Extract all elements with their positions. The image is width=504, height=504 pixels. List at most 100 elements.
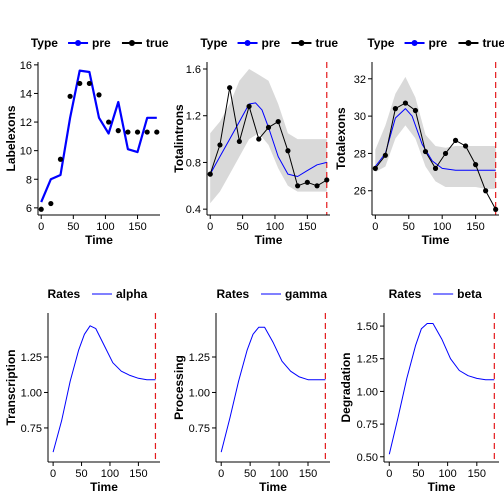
chart-panel-2: Type pre true 0 50 100 150 0.4 0.8 1.2 1.6 Time Tota… — [172, 36, 338, 247]
data-point-true — [304, 179, 310, 185]
x-tick-label: 50 — [67, 221, 79, 233]
y-tick-label: 8 — [26, 174, 32, 186]
y-tick-label: 28 — [354, 148, 366, 160]
x-tick-label: 100 — [101, 468, 119, 480]
x-tick-label: 0 — [372, 221, 378, 233]
x-tick-label: 100 — [266, 221, 284, 233]
x-tick-label: 0 — [50, 468, 56, 480]
series-line-beta — [388, 323, 495, 455]
legend-label: beta — [457, 287, 482, 301]
legend-entry-true: true — [291, 36, 338, 50]
y-tick-label: 1.25 — [357, 354, 378, 366]
chart-panel-1: Type pre true 0 50 100 150 6 8 10 12 14 16 Time Labele… — [4, 36, 169, 247]
data-point-true — [324, 177, 330, 183]
legend-entry-beta: beta — [433, 287, 482, 301]
legend-label: alpha — [116, 287, 148, 301]
y-tick-label: 26 — [354, 186, 366, 198]
legend-label: true — [146, 36, 169, 50]
y-tick-label: 0.4 — [186, 204, 201, 216]
legend-label: pre — [429, 36, 448, 50]
y-tick-label: 1.25 — [21, 352, 42, 364]
data-point-true — [442, 150, 449, 157]
y-tick-label: 0.50 — [357, 452, 378, 464]
series-gamma — [220, 326, 326, 453]
legend-entry-true: true — [121, 36, 169, 50]
data-point-true — [452, 137, 459, 143]
x-axis-title: Time — [85, 233, 113, 247]
y-axis-title: Labelexons — [4, 105, 18, 171]
y-tick-label: 30 — [354, 111, 366, 123]
legend-entry-gamma: gamma — [261, 287, 327, 301]
data-point-true — [77, 80, 83, 87]
series-alpha — [52, 325, 156, 453]
legend-label: pre — [262, 36, 281, 50]
y-tick-label: 0.75 — [189, 423, 210, 435]
series-line-gamma — [220, 326, 326, 453]
data-point-true — [392, 106, 398, 112]
x-axis-title: Time — [428, 480, 456, 494]
y-axis-title: Totalintrons — [172, 104, 186, 173]
confidence-ribbon — [375, 76, 496, 189]
data-point-true — [134, 129, 141, 135]
data-point-true — [67, 93, 73, 99]
data-point-true — [432, 165, 439, 171]
data-point-true — [236, 138, 242, 145]
legend: Type pre true — [200, 36, 338, 50]
series-pre — [209, 102, 327, 177]
y-tick-label: 0.8 — [186, 157, 201, 169]
data-point-true — [402, 100, 409, 106]
x-axis-title: Time — [259, 480, 287, 494]
y-tick-label: 1.00 — [357, 386, 378, 398]
legend-entry-pre: pre — [68, 36, 111, 50]
data-point-true — [115, 128, 121, 134]
legend-label: true — [315, 36, 338, 50]
x-tick-label: 0 — [386, 468, 392, 480]
x-tick-label: 100 — [96, 221, 114, 233]
legend-entry-true: true — [458, 36, 504, 50]
legend: Type pre true — [31, 36, 169, 50]
x-tick-label: 150 — [128, 221, 146, 233]
series-pre — [40, 69, 157, 203]
legend: Type pre true — [367, 36, 504, 50]
legend-title: Rates — [48, 287, 81, 301]
data-point-true — [483, 188, 489, 194]
data-point-true — [246, 103, 252, 109]
data-point-true — [412, 107, 419, 114]
legend: Rates alpha — [48, 287, 148, 301]
x-tick-label: 50 — [412, 468, 424, 480]
y-axis-title: Totalexons — [334, 107, 348, 170]
y-tick-label: 0.75 — [357, 419, 378, 431]
legend-title: Type — [31, 36, 58, 50]
legend-key-point — [128, 40, 135, 46]
data-point-true — [57, 156, 64, 162]
data-point-true — [154, 129, 160, 135]
series-beta — [388, 323, 495, 455]
y-tick-label: 6 — [26, 203, 32, 215]
legend-label: pre — [92, 36, 111, 50]
x-tick-label: 0 — [38, 221, 44, 233]
data-point-true — [422, 148, 429, 155]
x-tick-label: 0 — [218, 468, 224, 480]
x-tick-label: 0 — [207, 221, 213, 233]
y-axis-title: Transcription — [4, 349, 18, 425]
y-axis-title: Degradation — [339, 352, 353, 422]
y-tick-label: 1.50 — [357, 321, 378, 333]
x-tick-label: 150 — [298, 221, 316, 233]
x-tick-label: 50 — [403, 221, 415, 233]
data-point-true — [382, 152, 388, 158]
x-axis-title: Time — [90, 480, 118, 494]
series-true — [38, 80, 160, 212]
legend-key-point — [244, 40, 251, 46]
x-tick-label: 50 — [244, 468, 256, 480]
legend-title: Rates — [389, 287, 422, 301]
legend: Rates gamma — [217, 287, 328, 301]
legend-label: gamma — [285, 287, 327, 301]
data-point-true — [48, 200, 54, 207]
x-tick-label: 50 — [75, 468, 87, 480]
y-tick-label: 16 — [20, 60, 32, 72]
y-tick-label: 32 — [354, 74, 366, 86]
data-point-true — [473, 162, 479, 168]
data-point-true — [227, 85, 233, 91]
legend-entry-pre: pre — [237, 36, 281, 50]
